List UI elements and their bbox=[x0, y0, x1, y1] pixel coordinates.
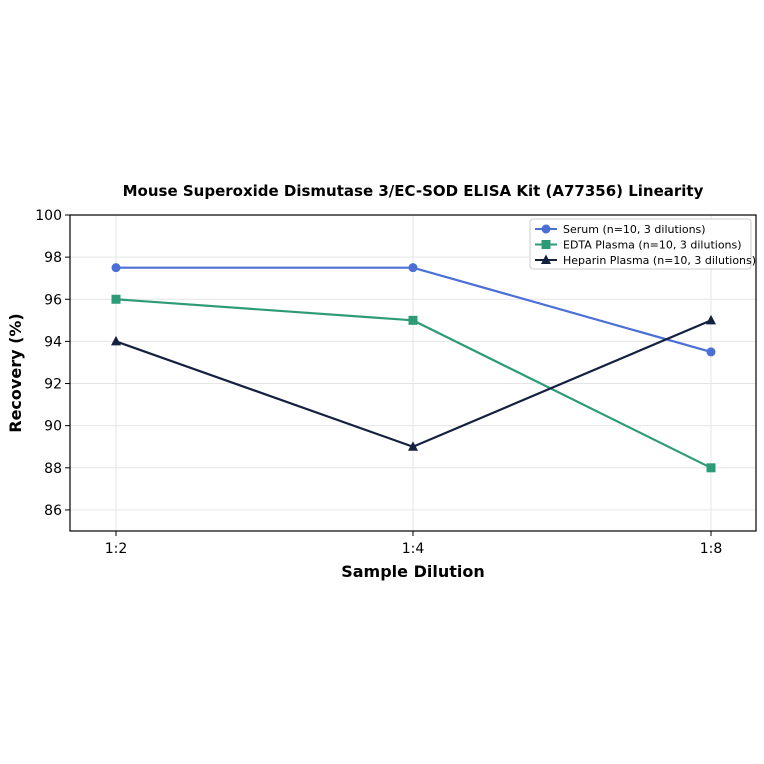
data-point bbox=[111, 294, 121, 304]
legend-marker bbox=[541, 240, 551, 249]
data-point bbox=[408, 315, 418, 325]
data-point bbox=[706, 314, 716, 325]
x-axis-ticks: 1:2 1:4 1:8 bbox=[105, 531, 723, 557]
series-1 bbox=[111, 263, 716, 357]
y-tick-label: 90 bbox=[44, 419, 62, 435]
y-tick-label: 86 bbox=[44, 503, 62, 519]
data-point bbox=[706, 347, 716, 357]
series-layer bbox=[111, 263, 716, 473]
data-point bbox=[408, 441, 418, 451]
legend-marker bbox=[541, 254, 551, 264]
x-tick-label: 1:8 bbox=[700, 541, 723, 557]
x-axis-label: Sample Dilution bbox=[341, 562, 485, 581]
legend-label: EDTA Plasma (n=10, 3 dilutions) bbox=[563, 239, 742, 252]
legend-item-3: Heparin Plasma (n=10, 3 dilutions) bbox=[535, 254, 756, 267]
legend-box bbox=[529, 218, 752, 270]
legend-marker bbox=[541, 224, 551, 234]
legend-item-2: EDTA Plasma (n=10, 3 dilutions) bbox=[535, 239, 742, 252]
data-point bbox=[408, 263, 418, 273]
series-3 bbox=[111, 314, 716, 451]
data-point bbox=[111, 335, 121, 346]
series-2 bbox=[111, 294, 716, 473]
legend-item-1: Serum (n=10, 3 dilutions) bbox=[535, 223, 706, 236]
data-point bbox=[111, 263, 121, 273]
chart-title: Mouse Superoxide Dismutase 3/EC-SOD ELIS… bbox=[123, 182, 704, 200]
x-tick-label: 1:4 bbox=[402, 541, 425, 557]
legend-label: Serum (n=10, 3 dilutions) bbox=[563, 223, 706, 236]
y-tick-label: 96 bbox=[44, 292, 62, 308]
y-tick-label: 92 bbox=[44, 377, 62, 393]
y-axis-label: Recovery (%) bbox=[6, 313, 25, 432]
plot-frame bbox=[69, 214, 757, 532]
y-tick-label: 94 bbox=[44, 334, 62, 350]
y-tick-label: 88 bbox=[44, 461, 62, 477]
legend: Serum (n=10, 3 dilutions) EDTA Plasma (n=… bbox=[529, 218, 756, 270]
y-axis-ticks: 86 88 90 92 94 96 98 100 bbox=[35, 208, 70, 519]
y-tick-label: 98 bbox=[44, 250, 62, 266]
y-tick-label: 100 bbox=[35, 208, 62, 224]
x-tick-label: 1:2 bbox=[105, 541, 128, 557]
legend-label: Heparin Plasma (n=10, 3 dilutions) bbox=[563, 254, 756, 267]
data-point bbox=[706, 463, 716, 473]
